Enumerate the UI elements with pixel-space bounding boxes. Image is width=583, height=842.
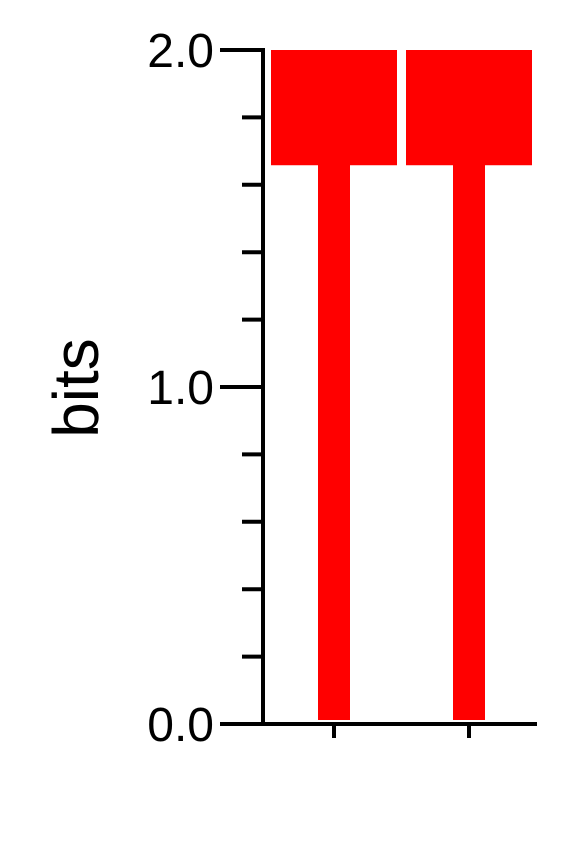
- letter-top-bar: [271, 50, 397, 166]
- y-tick-label: 0.0: [147, 699, 214, 752]
- letter-top-bar: [406, 50, 532, 166]
- letter-T-pos1: [271, 50, 397, 721]
- y-axis-title: bits: [40, 338, 112, 438]
- y-tick-label: 2.0: [147, 25, 214, 78]
- y-tick-label: 1.0: [147, 362, 214, 415]
- x-axis: [332, 724, 471, 738]
- letter-stem: [318, 164, 350, 721]
- y-axis: 0.0 1.0 2.0: [147, 25, 263, 752]
- plot-area: [271, 50, 532, 721]
- letter-stem: [453, 164, 485, 721]
- letter-T-pos2: [406, 50, 532, 721]
